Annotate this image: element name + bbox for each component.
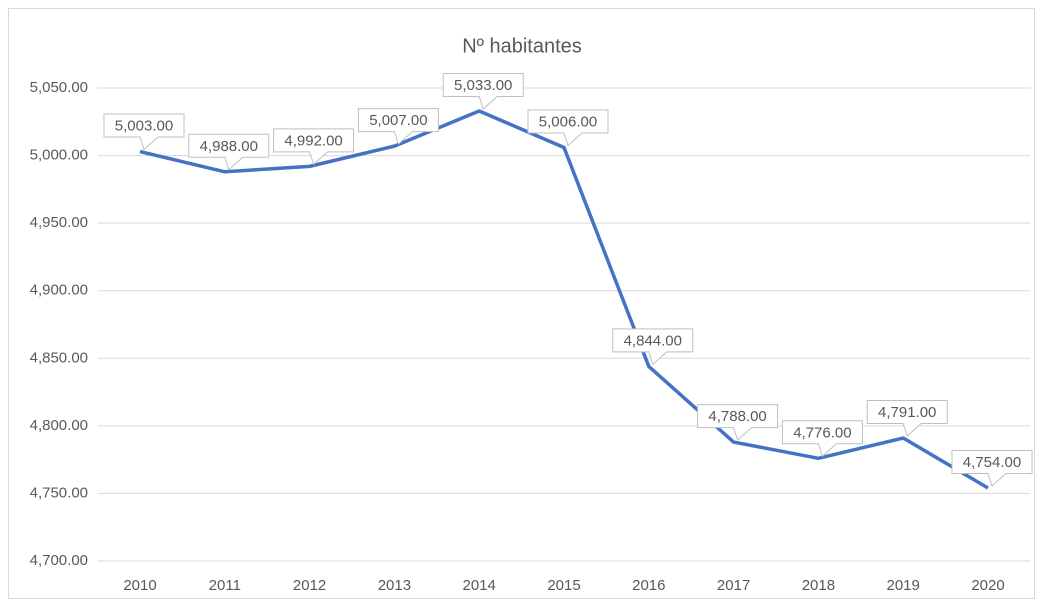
label-callout — [188, 133, 270, 171]
x-tick-label: 2020 — [971, 577, 1004, 594]
x-tick-label: 2010 — [123, 577, 156, 594]
label-callout — [357, 108, 439, 145]
data-line — [139, 109, 989, 490]
y-tick-label: 4,900.00 — [30, 282, 88, 299]
data-label: 4,988.00 — [200, 138, 258, 155]
y-tick-label: 4,950.00 — [30, 214, 88, 231]
y-tick-label: 4,800.00 — [30, 417, 88, 434]
data-label: 4,791.00 — [878, 404, 936, 421]
label-callout — [103, 113, 185, 151]
data-label: 5,007.00 — [369, 112, 427, 129]
x-tick-label: 2016 — [632, 577, 665, 594]
x-tick-label: 2011 — [209, 577, 241, 594]
x-tick-label: 2012 — [293, 577, 326, 594]
label-callout — [527, 109, 609, 147]
data-label: 4,844.00 — [624, 332, 682, 349]
x-tick-label: 2015 — [547, 577, 580, 594]
label-callout — [951, 450, 1033, 487]
y-tick-label: 4,850.00 — [30, 349, 88, 366]
data-label: 5,006.00 — [539, 113, 597, 130]
x-tick-label: 2019 — [887, 577, 920, 594]
x-tick-label: 2013 — [378, 577, 411, 594]
label-callout — [612, 328, 694, 366]
label-callout — [697, 404, 779, 441]
chart-title: Nº habitantes — [462, 35, 582, 57]
label-callout — [866, 400, 948, 437]
data-label: 4,992.00 — [284, 132, 342, 149]
data-label: 5,003.00 — [115, 117, 173, 134]
y-tick-label: 4,750.00 — [30, 484, 88, 501]
label-callout — [781, 420, 863, 458]
data-label: 4,754.00 — [963, 454, 1021, 471]
label-callout — [273, 128, 355, 166]
x-tick-label: 2018 — [802, 577, 835, 594]
x-tick-label: 2014 — [463, 577, 496, 594]
data-label: 5,033.00 — [454, 77, 512, 94]
y-tick-label: 5,000.00 — [30, 147, 88, 164]
data-label: 4,788.00 — [708, 408, 766, 425]
y-tick-label: 5,050.00 — [30, 79, 88, 96]
chart-border — [8, 8, 1035, 599]
data-label: 4,776.00 — [793, 424, 851, 441]
label-callout — [442, 72, 524, 110]
x-tick-label: 2017 — [717, 577, 750, 594]
y-tick-label: 4,700.00 — [30, 552, 88, 569]
